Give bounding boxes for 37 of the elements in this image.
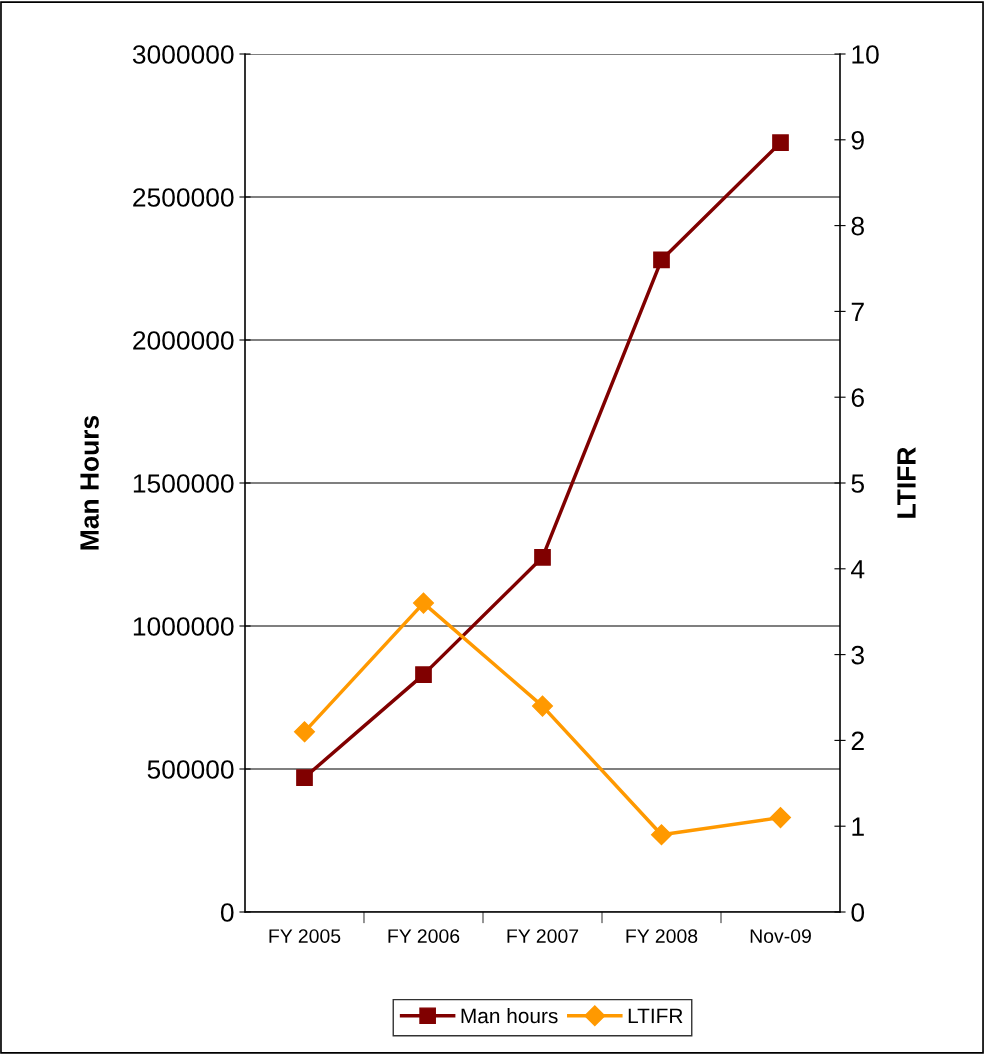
x-tick-label: Nov-09 [750,929,811,943]
x-tick-label: FY 2006 [388,929,460,943]
y-axis-title: Man Hours [80,415,99,550]
x-tick-label: FY 2008 [626,929,698,943]
point [653,251,670,269]
point [650,824,673,846]
point [412,592,435,614]
y-tick-label: 1000000 [133,617,234,636]
point [531,695,554,717]
y2-tick-label: 2 [851,731,864,750]
y2-tick-label: 3 [851,645,864,665]
y-tick-label: 3000000 [132,45,234,64]
y-tick-label: 1500000 [133,474,234,493]
y2-tick-label: 4 [851,560,865,579]
y2-tick-label: 10 [852,45,879,64]
y2-tick-label: 6 [851,388,864,408]
legend-label: Man hours [461,1007,558,1024]
x-tick-label: FY 2005 [269,929,341,943]
point [772,134,789,151]
y2-tick-label: 0 [851,903,865,922]
y2-tick-label: 7 [851,302,864,321]
point [534,549,551,566]
y2-tick-label: 9 [851,130,864,150]
x-tick-label: FY 2007 [507,929,579,943]
y2-tick-label: 5 [851,474,864,493]
point [769,807,792,829]
legend-label: LTIFR [628,1008,683,1024]
y2-tick-label: 8 [851,216,864,236]
y-tick-label: 0 [220,903,234,922]
y-tick-label: 2500000 [133,188,234,207]
point [415,666,432,683]
point [293,721,316,743]
y2-tick-label: 1 [852,817,864,836]
y-tick-label: 500000 [147,760,234,779]
y-tick-label: 2000000 [133,331,234,350]
y2-axis-title: LTIFR [897,447,916,518]
point [296,769,313,786]
